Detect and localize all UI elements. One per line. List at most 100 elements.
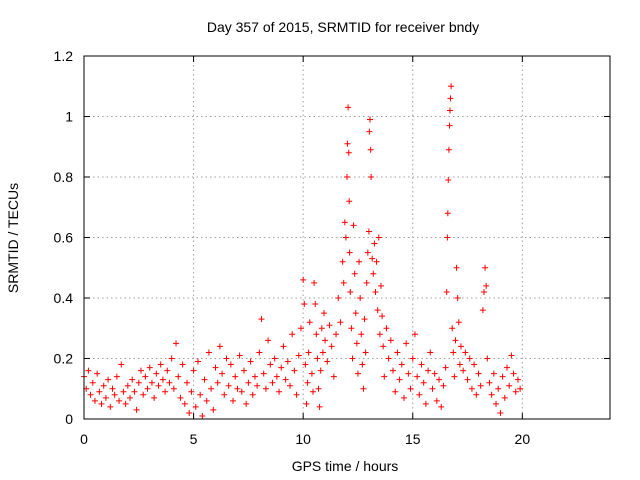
data-point (312, 301, 319, 308)
data-point (387, 337, 394, 344)
data-point (120, 388, 127, 395)
data-point (170, 385, 177, 392)
data-point (322, 337, 329, 344)
data-point (344, 140, 351, 147)
data-point (420, 379, 427, 386)
data-point (320, 310, 327, 317)
data-point (418, 361, 425, 368)
data-point (503, 364, 510, 371)
data-point (221, 391, 228, 398)
x-tick-label: 15 (405, 431, 421, 447)
data-point (347, 288, 354, 295)
data-point (295, 352, 302, 359)
data-point (373, 258, 380, 265)
data-point (201, 376, 208, 383)
data-point (514, 376, 521, 383)
data-point (449, 325, 456, 332)
data-point (313, 331, 320, 338)
data-point (400, 394, 407, 401)
data-point (506, 382, 513, 389)
data-point (260, 370, 267, 377)
data-point (335, 295, 342, 301)
y-tick-label: 0.2 (54, 351, 74, 367)
data-point (315, 385, 322, 392)
data-point (284, 358, 291, 365)
data-point (362, 349, 369, 356)
data-point (225, 382, 232, 389)
data-point (396, 376, 403, 383)
data-point (376, 331, 383, 338)
data-point (442, 364, 449, 371)
data-point (468, 385, 475, 392)
data-point (499, 373, 506, 380)
data-point (517, 385, 524, 392)
data-point (385, 355, 392, 362)
data-point (168, 355, 175, 362)
data-point (98, 400, 105, 407)
data-point (254, 382, 261, 389)
data-point (383, 325, 390, 332)
data-point (271, 355, 278, 362)
data-point (392, 388, 399, 395)
data-point (177, 394, 184, 401)
data-point (159, 376, 166, 383)
data-point (316, 403, 323, 410)
data-point (344, 174, 350, 180)
data-point (247, 358, 254, 365)
chart-title: Day 357 of 2015, SRMTID for receiver bnd… (207, 19, 479, 35)
data-point (451, 373, 458, 380)
data-point (135, 379, 142, 386)
data-point (116, 397, 123, 404)
data-point (351, 270, 358, 277)
data-point (146, 364, 153, 371)
data-point (484, 355, 491, 362)
x-tick-label: 5 (190, 431, 198, 447)
data-point (457, 343, 464, 350)
data-point (319, 349, 326, 356)
data-point (100, 382, 107, 389)
data-point (203, 397, 210, 404)
data-point (194, 358, 201, 365)
data-point (140, 391, 147, 398)
data-point (479, 307, 486, 314)
data-point (324, 358, 331, 365)
data-point (87, 391, 94, 398)
data-point (85, 367, 92, 374)
data-point (306, 319, 313, 326)
data-point (181, 400, 188, 407)
data-point (137, 367, 144, 374)
data-point (175, 373, 182, 380)
data-point (216, 343, 223, 350)
data-point (350, 222, 357, 229)
data-point (234, 385, 241, 392)
data-point (337, 319, 344, 326)
data-point (356, 258, 363, 265)
data-point (361, 316, 368, 323)
data-point (142, 373, 149, 380)
data-point (422, 400, 429, 407)
data-point (186, 409, 193, 416)
data-point (278, 364, 285, 371)
data-point (374, 307, 381, 314)
data-point (197, 391, 204, 398)
data-point (243, 400, 250, 407)
data-point (210, 406, 217, 413)
data-point (341, 219, 348, 226)
axis-ticks: 0 5 10 15 20 0 0.2 0.4 0.6 0.8 1 1.2 (54, 48, 610, 447)
y-tick-label: 0.4 (54, 290, 74, 306)
x-axis-label: GPS time / hours (292, 458, 399, 474)
data-point (454, 295, 461, 301)
data-point (493, 400, 500, 407)
data-point (349, 355, 356, 362)
data-point (330, 373, 337, 380)
data-point (443, 288, 450, 295)
data-point (89, 379, 96, 386)
data-point (357, 295, 364, 301)
y-axis-label: SRMTID / TECUs (5, 183, 21, 293)
data-point (107, 403, 114, 410)
data-point (91, 397, 98, 404)
data-point (342, 234, 349, 241)
data-point (232, 373, 239, 380)
data-point (124, 382, 131, 389)
data-point (462, 349, 469, 356)
